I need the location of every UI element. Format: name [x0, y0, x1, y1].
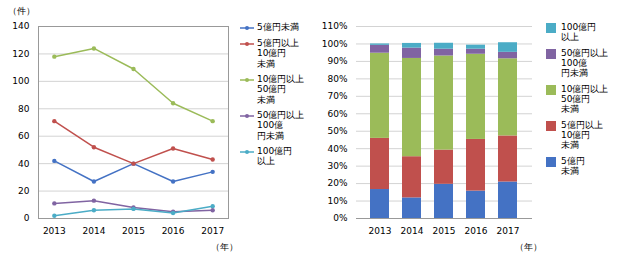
html-text:10億円以上 50億円 未満: 10億円以上 50億円 未満 [561, 83, 609, 115]
svg-text:2014: 2014 [82, 226, 105, 236]
svg-text:10%: 10% [327, 196, 347, 206]
html-text:10億円以上 50億円 未満: 10億円以上 50億円 未満 [257, 74, 305, 105]
svg-text:2015: 2015 [122, 226, 145, 236]
svg-text:2014: 2014 [401, 226, 424, 236]
svg-text:80%: 80% [327, 74, 347, 84]
html-text:5億円以上 10億円 未満: 5億円以上 10億円 未満 [561, 119, 603, 151]
svg-text:0: 0 [24, 213, 30, 223]
svg-text:2016: 2016 [162, 226, 185, 236]
html-text:100億円 以上: 100億円 以上 [257, 146, 293, 167]
svg-text:100%: 100% [322, 39, 348, 49]
html-text:50億円以上 100億 円未満: 50億円以上 100億 円未満 [561, 47, 609, 79]
svg-text:2016: 2016 [465, 226, 488, 236]
html-text:5億円 未満: 5億円 未満 [561, 155, 585, 177]
svg-text:20: 20 [18, 186, 30, 196]
html-text:50億円以上 100億 円未満: 50億円以上 100億 円未満 [257, 110, 305, 141]
svg-text:2015: 2015 [433, 226, 456, 236]
svg-text:70%: 70% [327, 91, 347, 101]
html-text:5億円未満: 5億円未満 [257, 22, 299, 32]
svg-text:90%: 90% [327, 56, 347, 66]
svg-text:30%: 30% [327, 161, 347, 171]
html-text:5億円以上 10億円 未満: 5億円以上 10億円 未満 [257, 38, 299, 69]
svg-text:2013: 2013 [43, 226, 66, 236]
svg-text:2017: 2017 [201, 226, 224, 236]
svg-text:40: 40 [18, 159, 30, 169]
svg-text:2013: 2013 [369, 226, 392, 236]
svg-text:（年）: （年） [515, 242, 542, 252]
svg-text:40%: 40% [327, 144, 347, 154]
svg-text:0%: 0% [333, 213, 348, 223]
svg-text:100: 100 [12, 76, 29, 86]
svg-text:20%: 20% [327, 178, 347, 188]
svg-text:50%: 50% [327, 126, 347, 136]
svg-text:110%: 110% [322, 21, 348, 31]
svg-text:（件）: （件） [8, 6, 35, 16]
svg-text:60%: 60% [327, 109, 347, 119]
svg-text:60: 60 [18, 131, 30, 141]
svg-text:120: 120 [12, 49, 29, 59]
svg-text:80: 80 [18, 104, 30, 114]
svg-text:140: 140 [12, 21, 29, 31]
svg-text:（年）: （年） [211, 242, 238, 252]
svg-text:2017: 2017 [497, 226, 520, 236]
html-text:100億円 以上: 100億円 以上 [561, 22, 597, 43]
